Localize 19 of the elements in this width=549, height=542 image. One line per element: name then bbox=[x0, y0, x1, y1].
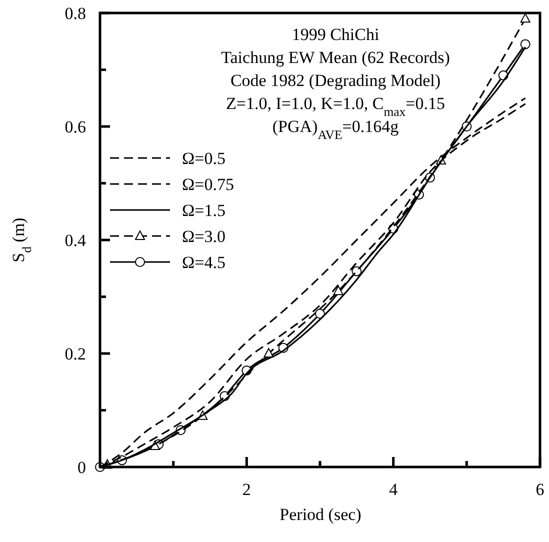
y-tick-label: 0.6 bbox=[64, 118, 86, 136]
x-tick-label: 2 bbox=[242, 480, 251, 499]
legend-label: Ω=0.75 bbox=[182, 175, 234, 194]
y-tick-label: 0.4 bbox=[64, 231, 86, 250]
y-tick-label: 0.8 bbox=[64, 4, 86, 23]
y-tick-label: 0.2 bbox=[64, 344, 86, 364]
legend-label: Ω=4.5 bbox=[182, 253, 226, 272]
x-tick-label: 6 bbox=[536, 480, 544, 499]
text: 1999 ChiChi bbox=[292, 25, 380, 44]
x-axis-title: Period (sec) bbox=[280, 505, 362, 524]
legend-label: Ω=1.5 bbox=[182, 201, 226, 220]
annotation: Z=1.0, I=1.0, K=1.0, C$_{max}$=0.15 bbox=[226, 94, 445, 119]
x-tick-label: 4 bbox=[389, 480, 398, 499]
annotation: (PGA)$_{AVE}$=0.164g bbox=[272, 117, 400, 142]
annotation: Code 1982 (Degrading Model) bbox=[230, 71, 441, 90]
y-tick-label: 0 bbox=[78, 458, 86, 477]
text: Taichung EW Mean (62 Records) bbox=[221, 48, 450, 67]
legend-label: Ω=3.0 bbox=[182, 227, 226, 246]
legend-label: Ω=0.5 bbox=[182, 149, 226, 168]
